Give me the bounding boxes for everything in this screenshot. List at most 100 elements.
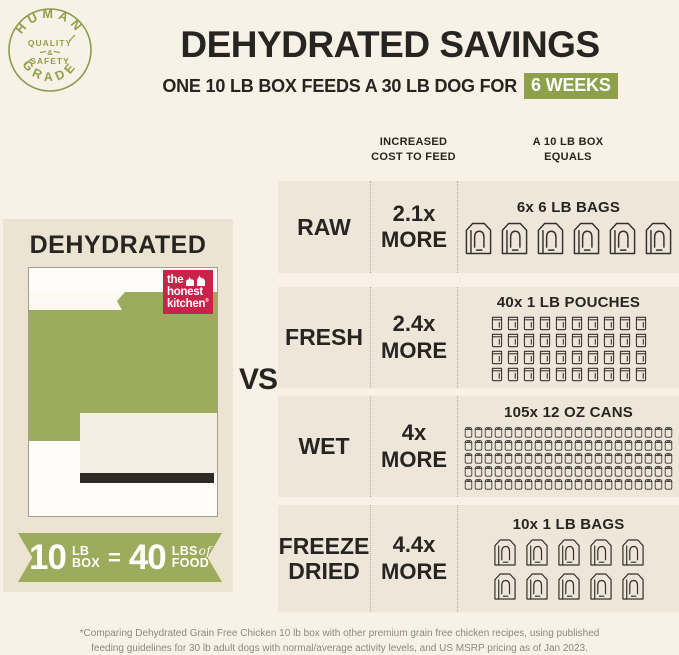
can-icon xyxy=(504,478,513,490)
pouch-icon xyxy=(570,333,584,348)
can-icon xyxy=(534,478,543,490)
row-label: FREEZE DRIED xyxy=(278,533,370,584)
can-icon xyxy=(494,439,503,451)
pouch-icon xyxy=(602,350,616,365)
can-icon xyxy=(574,426,583,438)
col2-line2: EQUALS xyxy=(544,150,592,163)
can-icons-grid xyxy=(464,426,673,490)
page-title: DEHYDRATED SAVINGS xyxy=(180,24,600,65)
pouch-icon xyxy=(634,367,648,382)
pouch-icon xyxy=(522,316,536,331)
pouch-icon xyxy=(538,367,552,382)
can-icon xyxy=(654,439,663,451)
pouch-icon xyxy=(522,367,536,382)
row-equivalent: 105x 12 OZ CANS xyxy=(457,396,679,497)
bag-icon xyxy=(500,221,529,256)
col1-line2: COST TO FEED xyxy=(371,150,456,163)
pouch-icon xyxy=(538,333,552,348)
can-icon xyxy=(584,426,593,438)
logo-line2: honest xyxy=(167,286,203,298)
equivalence-ribbon: 10 LB BOX = 40 LBSof FOOD xyxy=(18,533,222,582)
bag-icon xyxy=(556,572,582,601)
can-icon xyxy=(614,426,623,438)
ribbon-unit-lb-box: LB BOX xyxy=(71,543,100,570)
can-icon xyxy=(554,465,563,477)
pouch-icon xyxy=(506,316,520,331)
pouch-icon xyxy=(618,367,632,382)
pouch-icon xyxy=(538,350,552,365)
can-icon xyxy=(654,452,663,464)
pouch-icon xyxy=(522,350,536,365)
table-row-freeze-dried: FREEZE DRIED 4.4x MORE 10x 1 LB BAGS xyxy=(278,505,679,612)
can-icon xyxy=(544,465,553,477)
pouch-icon xyxy=(522,333,536,348)
can-icon xyxy=(624,426,633,438)
can-icon xyxy=(634,478,643,490)
pouch-icon xyxy=(490,367,504,382)
row-equivalent: 10x 1 LB BAGS xyxy=(457,505,679,612)
can-icon xyxy=(664,426,673,438)
can-icon xyxy=(494,478,503,490)
footnote-line2: feeding guidelines for 30 lb adult dogs … xyxy=(91,642,588,654)
ribbon-value-10: 10 xyxy=(29,537,67,577)
can-icon xyxy=(644,465,653,477)
can-icon xyxy=(494,452,503,464)
can-icon xyxy=(654,465,663,477)
vs-label: VS xyxy=(238,363,278,396)
can-icon xyxy=(564,452,573,464)
can-icon xyxy=(594,452,603,464)
ribbon-unit-lbs-food: LBSof FOOD xyxy=(171,543,211,570)
ribbon-lbs: LBS xyxy=(171,543,198,558)
can-icon xyxy=(544,426,553,438)
can-icon xyxy=(664,478,673,490)
pouch-icon xyxy=(618,333,632,348)
can-icon xyxy=(504,439,513,451)
can-icon xyxy=(574,465,583,477)
can-icon xyxy=(564,439,573,451)
can-icon xyxy=(584,478,593,490)
can-icon xyxy=(504,452,513,464)
can-icon xyxy=(534,439,543,451)
ribbon-lb: LB xyxy=(71,543,90,558)
can-icon xyxy=(474,478,483,490)
bag-icons-grid xyxy=(492,538,646,601)
pouch-icon xyxy=(618,316,632,331)
pouch-icon xyxy=(634,333,648,348)
can-icon xyxy=(464,465,473,477)
can-icon xyxy=(594,465,603,477)
svg-text:HUMAN: HUMAN xyxy=(13,7,87,36)
can-icon xyxy=(614,478,623,490)
badge-amp-text: & xyxy=(47,48,53,57)
cost-multiplier: 4.4x xyxy=(392,532,436,558)
row-equivalent: 6x 6 LB BAGS xyxy=(457,181,679,273)
subtitle-text: ONE 10 LB BOX FEEDS A 30 LB DOG FOR xyxy=(162,75,518,96)
pouch-icon xyxy=(554,367,568,382)
can-icon xyxy=(634,465,643,477)
can-icon xyxy=(584,452,593,464)
can-icon xyxy=(544,478,553,490)
ribbon-box: BOX xyxy=(71,555,100,570)
bag-icon xyxy=(492,572,518,601)
bag-icon xyxy=(524,538,550,567)
dehydrated-panel: DEHYDRATED the honest kitchen® 10 xyxy=(3,219,233,592)
can-icon xyxy=(644,452,653,464)
icons-caption: 40x 1 LB POUCHES xyxy=(496,293,641,311)
icons-caption: 105x 12 OZ CANS xyxy=(504,403,633,421)
can-icon xyxy=(594,478,603,490)
table-row-fresh: FRESH 2.4x MORE 40x 1 LB POUCHES xyxy=(278,287,679,388)
can-icon xyxy=(554,452,563,464)
row-cost: 4.4x MORE xyxy=(370,505,457,612)
can-icon xyxy=(624,478,633,490)
can-icon xyxy=(584,465,593,477)
pouch-icon xyxy=(602,333,616,348)
can-icon xyxy=(654,426,663,438)
pouch-icon xyxy=(538,316,552,331)
can-icon xyxy=(604,465,613,477)
pouch-icon xyxy=(586,333,600,348)
can-icon xyxy=(644,426,653,438)
can-icon xyxy=(514,439,523,451)
pouch-icon xyxy=(570,350,584,365)
pouch-icon xyxy=(554,350,568,365)
row-cost: 4x MORE xyxy=(370,396,457,497)
can-icon xyxy=(514,478,523,490)
